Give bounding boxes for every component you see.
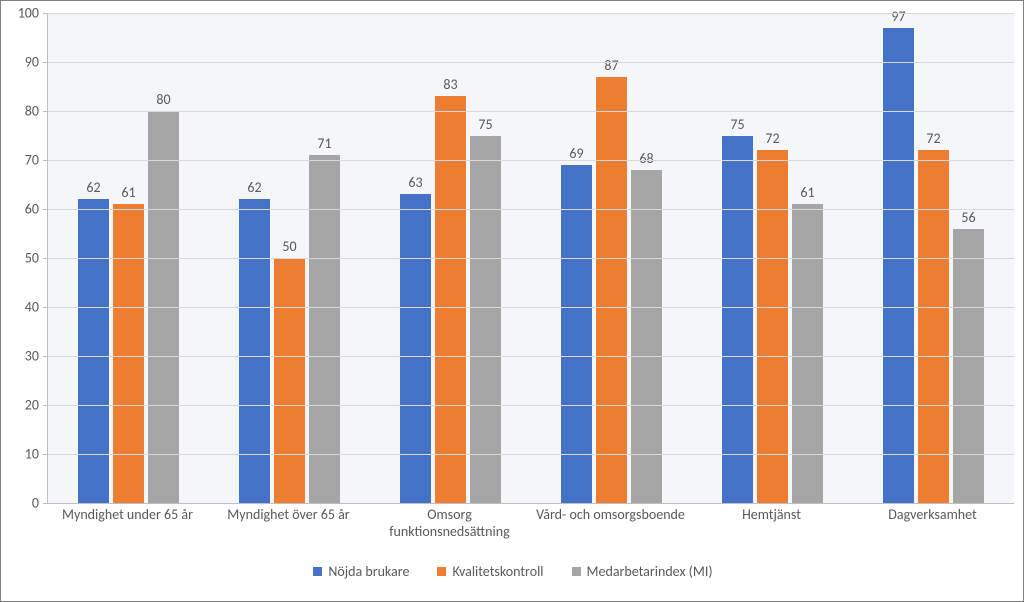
bar <box>883 28 914 503</box>
legend-item: Nöjda brukare <box>313 562 409 580</box>
x-category-label: Omsorg funktionsnedsättning <box>369 507 530 541</box>
x-category-label: Myndighet under 65 år <box>47 507 208 524</box>
bar <box>435 96 466 503</box>
legend-label: Medarbetarindex (MI) <box>587 563 713 580</box>
gridline <box>48 307 1014 308</box>
bar-value-label: 62 <box>74 179 114 196</box>
bar <box>953 229 984 503</box>
y-tick-label: 30 <box>5 348 39 365</box>
gridline <box>48 62 1014 63</box>
y-axis-tick <box>43 454 48 455</box>
bar-value-label: 97 <box>879 8 919 25</box>
y-axis-tick <box>43 209 48 210</box>
bar-value-label: 71 <box>305 135 345 152</box>
bar <box>722 136 753 504</box>
plot-area: 626180625071638375698768757261977256 <box>47 13 1014 504</box>
legend-label: Nöjda brukare <box>328 563 409 580</box>
legend-swatch <box>313 567 322 576</box>
bar-value-label: 75 <box>466 116 506 133</box>
legend-item: Medarbetarindex (MI) <box>572 562 713 580</box>
bar <box>239 199 270 503</box>
bar-chart: 626180625071638375698768757261977256 010… <box>0 0 1024 602</box>
bar <box>596 77 627 503</box>
y-axis-tick <box>43 62 48 63</box>
bar <box>792 204 823 503</box>
gridline <box>48 111 1014 112</box>
y-tick-label: 70 <box>5 152 39 169</box>
y-axis-tick <box>43 503 48 504</box>
gridline <box>48 160 1014 161</box>
bar-value-label: 87 <box>592 57 632 74</box>
bar <box>274 258 305 503</box>
bar-value-label: 63 <box>396 174 436 191</box>
gridline <box>48 13 1014 14</box>
y-tick-label: 0 <box>5 495 39 512</box>
bar-value-label: 56 <box>949 209 989 226</box>
bar <box>561 165 592 503</box>
bar-value-label: 75 <box>718 116 758 133</box>
bar-value-label: 61 <box>109 184 149 201</box>
y-tick-label: 40 <box>5 299 39 316</box>
gridline <box>48 209 1014 210</box>
y-tick-label: 100 <box>5 5 39 22</box>
legend-swatch <box>437 567 446 576</box>
y-tick-label: 50 <box>5 250 39 267</box>
bar-value-label: 80 <box>144 91 184 108</box>
y-axis-tick <box>43 307 48 308</box>
bar <box>309 155 340 503</box>
y-tick-label: 20 <box>5 397 39 414</box>
bar-value-label: 72 <box>753 130 793 147</box>
y-tick-label: 10 <box>5 446 39 463</box>
gridline <box>48 258 1014 259</box>
bar-value-label: 72 <box>914 130 954 147</box>
y-axis-tick <box>43 160 48 161</box>
bar <box>113 204 144 503</box>
y-tick-label: 80 <box>5 103 39 120</box>
legend-swatch <box>572 567 581 576</box>
bar <box>470 136 501 504</box>
x-category-label: Dagverksamhet <box>852 507 1013 524</box>
y-tick-label: 90 <box>5 54 39 71</box>
bar-value-label: 68 <box>627 150 667 167</box>
y-tick-label: 60 <box>5 201 39 218</box>
x-category-label: Vård- och omsorgsboende <box>530 507 691 524</box>
y-axis-tick <box>43 111 48 112</box>
gridline <box>48 356 1014 357</box>
bar <box>918 150 949 503</box>
y-axis-tick <box>43 13 48 14</box>
legend: Nöjda brukare Kvalitetskontroll Medarbetar… <box>1 561 1024 580</box>
y-axis-tick <box>43 258 48 259</box>
gridline <box>48 405 1014 406</box>
x-axis-labels: Myndighet under 65 årMyndighet över 65 å… <box>47 507 1013 547</box>
bar-value-label: 61 <box>788 184 828 201</box>
bar <box>78 199 109 503</box>
bar-value-label: 50 <box>270 238 310 255</box>
bar-value-label: 83 <box>431 76 471 93</box>
bar-value-label: 62 <box>235 179 275 196</box>
legend-item: Kvalitetskontroll <box>437 562 543 580</box>
gridline <box>48 454 1014 455</box>
x-category-label: Hemtjänst <box>691 507 852 524</box>
x-category-label: Myndighet över 65 år <box>208 507 369 524</box>
y-axis-tick <box>43 405 48 406</box>
legend-label: Kvalitetskontroll <box>452 563 543 580</box>
y-axis-tick <box>43 356 48 357</box>
bar <box>757 150 788 503</box>
bar <box>400 194 431 503</box>
